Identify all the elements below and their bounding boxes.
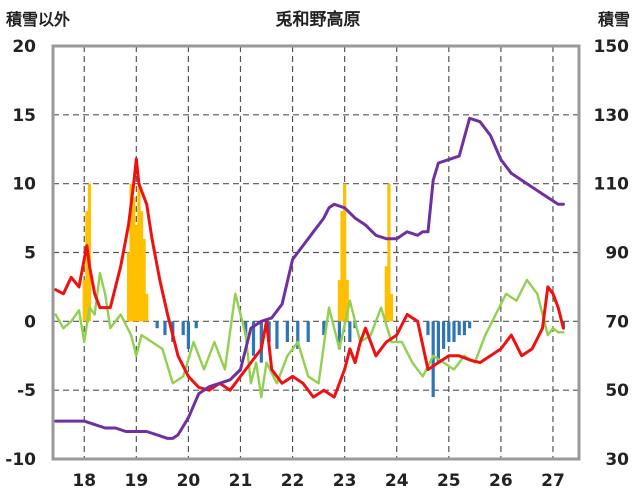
blue-bar (194, 321, 198, 329)
left-tick-label: -5 (17, 381, 36, 401)
right-tick-label: 90 (605, 244, 629, 264)
left-tick-label: 5 (24, 244, 36, 264)
orange-bar (134, 224, 138, 322)
left-tick-labels: 20 15 10 5 0 -5 -10 (5, 37, 36, 470)
left-tick-label: -10 (5, 450, 36, 470)
blue-bar (431, 321, 435, 398)
chart-title: 兎和野高原 (276, 9, 361, 30)
orange-bar (387, 183, 391, 322)
blue-bar (322, 321, 326, 336)
left-tick-label: 20 (12, 37, 36, 57)
grid-lines (53, 46, 579, 459)
orange-bar (337, 280, 342, 322)
orange-bar (343, 183, 347, 322)
blue-bar (275, 321, 279, 349)
orange-bar (126, 252, 131, 322)
right-tick-label: 70 (605, 312, 629, 332)
blue-bar (452, 321, 456, 342)
green-series-line (54, 271, 565, 399)
blue-bar (468, 321, 472, 329)
blue-bar (186, 321, 191, 349)
blue-bar (436, 321, 440, 363)
lines-layer (54, 116, 565, 440)
blue-bar (181, 321, 185, 336)
purple-series-line (54, 116, 565, 440)
right-tick-label: 30 (605, 450, 629, 470)
blue-bar (426, 321, 430, 336)
x-tick-label: 26 (489, 471, 513, 491)
x-tick-label: 23 (333, 471, 357, 491)
x-tick-label: 21 (229, 471, 253, 491)
orange-bar (87, 183, 92, 322)
orange-bar (340, 211, 344, 322)
orange-bar (137, 183, 141, 322)
blue-bar (163, 321, 167, 336)
orange-bar (345, 280, 349, 322)
orange-bar (85, 211, 89, 322)
orange-bar (389, 293, 394, 322)
blue-bar (441, 321, 446, 349)
blue-bar (251, 321, 256, 356)
orange-bar (139, 211, 144, 322)
blue-bar (267, 321, 271, 342)
right-tick-label: 130 (594, 106, 630, 126)
x-tick-label: 22 (281, 471, 305, 491)
red-series-line (54, 157, 565, 399)
right-tick-label: 150 (594, 37, 630, 57)
x-tick-label: 24 (385, 471, 409, 491)
blue-bar (296, 321, 300, 349)
blue-bar (462, 321, 467, 336)
left-tick-label: 0 (24, 312, 36, 332)
x-tick-label: 19 (124, 471, 148, 491)
orange-bar (142, 238, 146, 322)
x-tick-label: 25 (437, 471, 461, 491)
orange-bar (132, 197, 136, 322)
right-tick-labels: 150 130 110 90 70 50 30 (594, 37, 630, 470)
right-tick-label: 50 (605, 381, 629, 401)
left-axis-label: 積雪以外 (5, 10, 70, 29)
blue-bar (337, 321, 342, 349)
orange-bar (129, 183, 133, 322)
x-tick-labels: 18 19 20 21 22 23 24 25 26 27 (72, 471, 564, 491)
left-tick-label: 10 (12, 175, 36, 195)
right-axis-label: 積雪 (597, 10, 630, 29)
x-tick-label: 27 (541, 471, 565, 491)
blue-bar (244, 321, 248, 336)
blue-bar (285, 321, 289, 342)
blue-bar (155, 321, 159, 329)
blue-bar (306, 321, 310, 342)
x-tick-label: 20 (177, 471, 201, 491)
x-tick-label: 18 (72, 471, 96, 491)
right-tick-label: 110 (594, 175, 630, 195)
blue-bar (457, 321, 461, 336)
orange-bar (82, 280, 86, 322)
blue-bar (447, 321, 451, 342)
plot-frame (51, 44, 581, 461)
orange-bar (384, 266, 388, 322)
blue-bar (348, 321, 352, 342)
orange-bar (145, 293, 149, 322)
left-tick-label: 15 (12, 106, 36, 126)
